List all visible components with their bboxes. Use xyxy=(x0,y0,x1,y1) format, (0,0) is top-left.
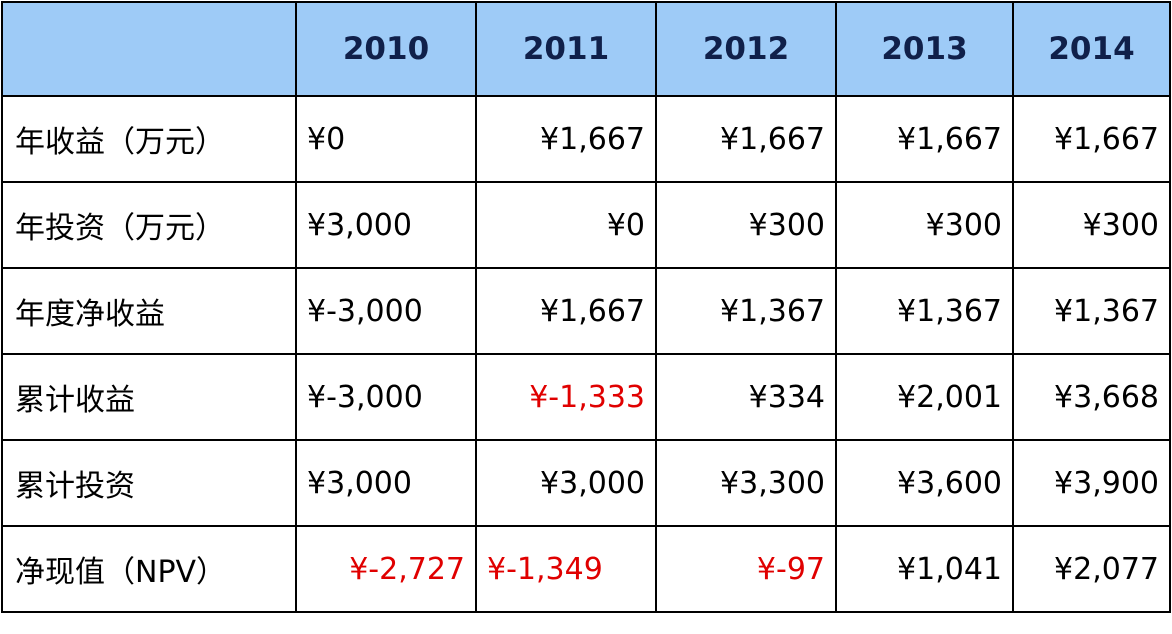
year-header: 2010 xyxy=(295,1,477,97)
value-cell: ¥1,667 xyxy=(835,95,1014,183)
value-cell: ¥3,300 xyxy=(655,439,837,527)
year-header: 2014 xyxy=(1012,1,1171,97)
year-header: 2013 xyxy=(835,1,1014,97)
value-cell: ¥1,667 xyxy=(475,267,657,355)
row-label: 年度净收益 xyxy=(1,267,297,355)
value-cell: ¥3,000 xyxy=(295,439,477,527)
table-row: 年度净收益 ¥-3,000 ¥1,667 ¥1,367 ¥1,367 ¥1,367 xyxy=(1,267,1171,355)
value-cell: ¥1,041 xyxy=(835,525,1014,613)
value-cell: ¥1,667 xyxy=(655,95,837,183)
value-cell: ¥-1,333 xyxy=(475,353,657,441)
value-cell: ¥2,001 xyxy=(835,353,1014,441)
value-cell: ¥3,000 xyxy=(475,439,657,527)
value-cell: ¥1,367 xyxy=(835,267,1014,355)
value-cell: ¥1,367 xyxy=(1012,267,1171,355)
value-cell: ¥300 xyxy=(835,181,1014,269)
header-row: 2010 2011 2012 2013 2014 xyxy=(1,1,1171,97)
table-row: 年投资（万元） ¥3,000 ¥0 ¥300 ¥300 ¥300 xyxy=(1,181,1171,269)
table-row: 净现值（NPV） ¥-2,727 ¥-1,349 ¥-97 ¥1,041 ¥2,077 xyxy=(1,525,1171,613)
value-cell: ¥3,900 xyxy=(1012,439,1171,527)
value-cell: ¥334 xyxy=(655,353,837,441)
table-body: 年收益（万元） ¥0 ¥1,667 ¥1,667 ¥1,667 ¥1,667 年投资（万元）… xyxy=(1,95,1171,613)
table-row: 累计投资 ¥3,000 ¥3,000 ¥3,300 ¥3,600 ¥3,900 xyxy=(1,439,1171,527)
table-row: 累计收益 ¥-3,000 ¥-1,333 ¥334 ¥2,001 ¥3,668 xyxy=(1,353,1171,441)
value-cell: ¥-3,000 xyxy=(295,267,477,355)
table-row: 年收益（万元） ¥0 ¥1,667 ¥1,667 ¥1,667 ¥1,667 xyxy=(1,95,1171,183)
value-cell: ¥3,600 xyxy=(835,439,1014,527)
value-cell: ¥-97 xyxy=(655,525,837,613)
row-label: 累计收益 xyxy=(1,353,297,441)
value-cell: ¥-3,000 xyxy=(295,353,477,441)
row-label: 年收益（万元） xyxy=(1,95,297,183)
row-label: 年投资（万元） xyxy=(1,181,297,269)
npv-table: 2010 2011 2012 2013 2014 年收益（万元） ¥0 ¥1,667 ¥1,6… xyxy=(1,1,1171,613)
value-cell: ¥3,668 xyxy=(1012,353,1171,441)
value-cell: ¥0 xyxy=(475,181,657,269)
value-cell: ¥1,667 xyxy=(1012,95,1171,183)
corner-cell xyxy=(1,1,297,97)
value-cell: ¥3,000 xyxy=(295,181,477,269)
value-cell: ¥1,667 xyxy=(475,95,657,183)
value-cell: ¥300 xyxy=(655,181,837,269)
year-header: 2012 xyxy=(655,1,837,97)
value-cell: ¥-2,727 xyxy=(295,525,477,613)
value-cell: ¥1,367 xyxy=(655,267,837,355)
value-cell: ¥300 xyxy=(1012,181,1171,269)
value-cell: ¥0 xyxy=(295,95,477,183)
year-header: 2011 xyxy=(475,1,657,97)
row-label: 净现值（NPV） xyxy=(1,525,297,613)
row-label: 累计投资 xyxy=(1,439,297,527)
value-cell: ¥-1,349 xyxy=(475,525,657,613)
value-cell: ¥2,077 xyxy=(1012,525,1171,613)
